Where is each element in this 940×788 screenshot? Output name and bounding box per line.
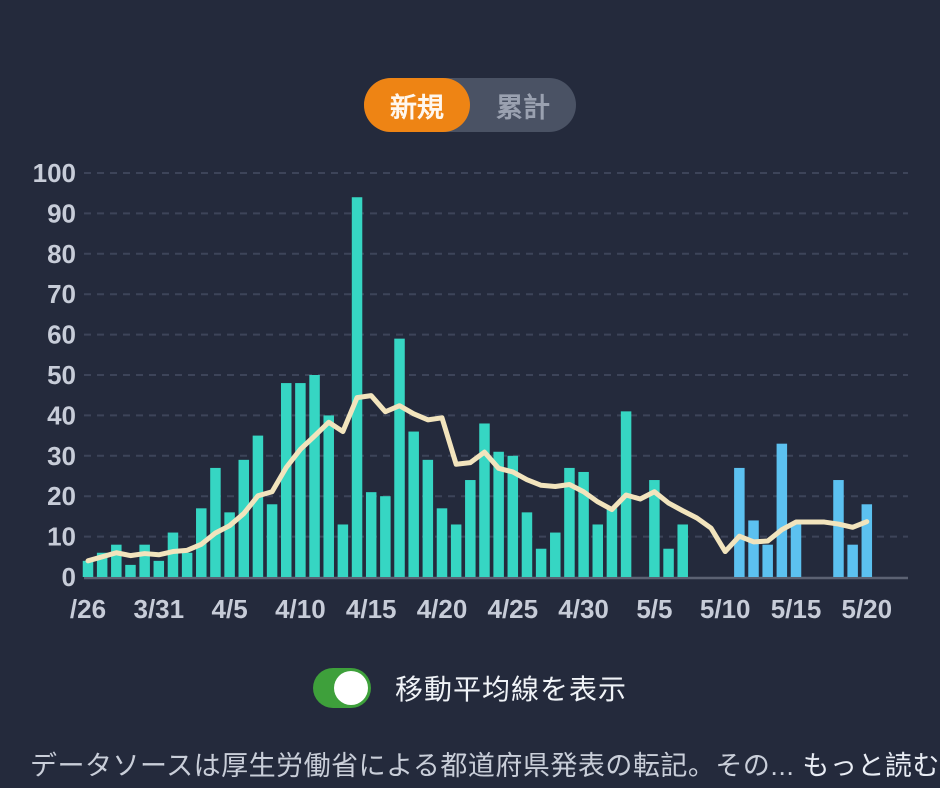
bar-4/18 [408,431,419,577]
y-tick-label-100: 100 [33,158,76,188]
x-tick-label-5-20: 5/20 [841,594,892,624]
ma-toggle-switch[interactable] [312,668,371,708]
x-tick-label-3-31: 3/31 [133,594,184,624]
bar-4/7 [252,435,264,577]
bar-4/2 [181,552,193,577]
bar-3/27 [96,552,108,577]
bar-4/9 [280,383,292,577]
bar-4/1 [167,532,179,577]
bar-4/29 [564,467,575,577]
bar-5/7 [677,524,688,577]
bar-3/29 [125,564,136,577]
daily-cases-chart: 0 10 20 30 40 50 60 70 80 90 100/26 3/31 4/5 4/10 4/15… [0,150,940,638]
bar-5/11 [734,467,745,577]
bar-4/12 [323,415,334,577]
moving-average-line [85,393,870,564]
bar-5/14 [776,443,788,577]
ma-toggle-label: 移動平均線を表示 [394,674,627,705]
bar-4/13 [337,524,349,577]
bar-4/14 [351,197,363,578]
bar-5/6 [663,548,674,577]
y-tick-label-80: 80 [47,239,76,269]
period-toggle: 新規 累計 [0,78,940,132]
bar-3/26 [82,560,94,577]
bar-4/8 [266,504,278,577]
y-tick-label-10: 10 [47,522,76,552]
bar-4/16 [380,496,391,577]
ma-toggle-row: 移動平均線を表示 [0,668,940,708]
tab-cumulative[interactable]: 累計 [470,78,576,132]
x-tick-label-4-15: 4/15 [346,594,397,624]
bar-3/28 [111,544,122,577]
bar-4/4 [210,467,221,577]
y-tick-label-70: 70 [47,279,76,309]
bar-5/20 [861,504,873,577]
bar-4/26 [521,512,533,577]
bar-4/27 [535,548,547,577]
x-tick-label-4-20: 4/20 [417,594,468,624]
x-tick-label-4-30: 4/30 [558,594,609,624]
x-tick-label-5-15: 5/15 [771,594,822,624]
data-source-text: データソースは厚生労働省による都道府県発表の転記。その... [30,751,795,781]
bar-5/5 [649,480,660,577]
y-tick-label-60: 60 [47,320,76,350]
bar-4/28 [550,532,561,577]
bar-4/6 [238,459,250,577]
bar-4/5 [224,512,235,577]
y-tick-label-0: 0 [62,562,76,592]
bar-5/1 [592,524,604,577]
bar-5/2 [606,508,618,577]
y-tick-label-90: 90 [47,198,76,228]
read-more-link[interactable]: もっと読む [802,751,940,781]
x-tick-label-4-10: 4/10 [275,594,326,624]
bar-4/19 [422,459,434,577]
y-tick-label-40: 40 [47,400,76,430]
bar-4/20 [436,508,448,577]
x-tick-label-4-5: 4/5 [212,594,248,624]
bar-5/19 [847,544,858,577]
x-tick-label-4-25: 4/25 [487,594,538,624]
data-source-line: データソースは厚生労働省による都道府県発表の転記。その... もっと読む [30,744,939,783]
bar-4/24 [493,451,504,577]
period-toggle-track: 新規 累計 [364,78,576,132]
bar-4/25 [507,455,519,577]
bar-4/21 [450,524,462,577]
bar-4/10 [295,383,306,577]
bar-4/22 [465,480,476,577]
bar-4/15 [365,492,377,577]
x-tick-label--26: /26 [70,594,106,624]
x-tick-label-5-5: 5/5 [636,594,672,624]
bar-5/15 [790,524,802,577]
bar-5/18 [833,480,844,577]
x-tick-label-5-10: 5/10 [700,594,751,624]
daily-cases-chart-svg: 0 10 20 30 40 50 60 70 80 90 100/26 3/31 4/5 4/10 4/15… [33,158,908,624]
bar-5/13 [762,544,773,577]
bar-4/30 [578,471,589,577]
bar-3/31 [153,560,165,577]
bar-3/30 [139,544,150,577]
bar-5/12 [748,520,759,577]
bar-4/23 [479,423,490,577]
bar-4/17 [394,338,405,577]
y-tick-label-30: 30 [47,441,76,471]
ma-toggle-knob [333,671,368,705]
y-tick-label-20: 20 [47,481,76,511]
tab-new[interactable]: 新規 [364,78,470,132]
y-tick-label-50: 50 [47,360,76,390]
bar-4/11 [309,375,320,577]
